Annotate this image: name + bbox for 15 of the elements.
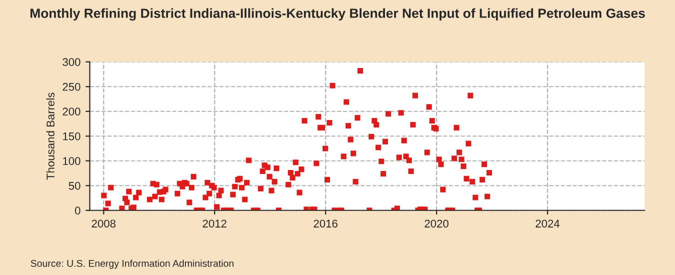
x-tick-label: 2008: [92, 220, 116, 228]
y-tick-label: 300: [62, 58, 80, 66]
y-tick-label: 250: [62, 82, 80, 91]
y-tick-label: 150: [63, 132, 80, 140]
source-note: Source: U.S. Energy Information Administration: [30, 260, 234, 269]
x-tick-label: 2016: [314, 220, 338, 228]
x-tick-label: 2024: [536, 220, 560, 228]
y-tick-label: 50: [68, 182, 80, 190]
x-tick-label: 2020: [424, 220, 448, 228]
y-tick-label: 200: [62, 108, 80, 116]
y-tick-label: 0: [75, 206, 80, 215]
chart-title: Monthly Refining District Indiana-Illinois-Kentucky Blender Net Input of Liquified Petroleum Gases: [30, 8, 645, 21]
y-tick-label: 100: [63, 157, 80, 166]
y-axis-title: Thousand Barrels: [46, 92, 54, 180]
x-tick-label: 2012: [202, 220, 226, 228]
